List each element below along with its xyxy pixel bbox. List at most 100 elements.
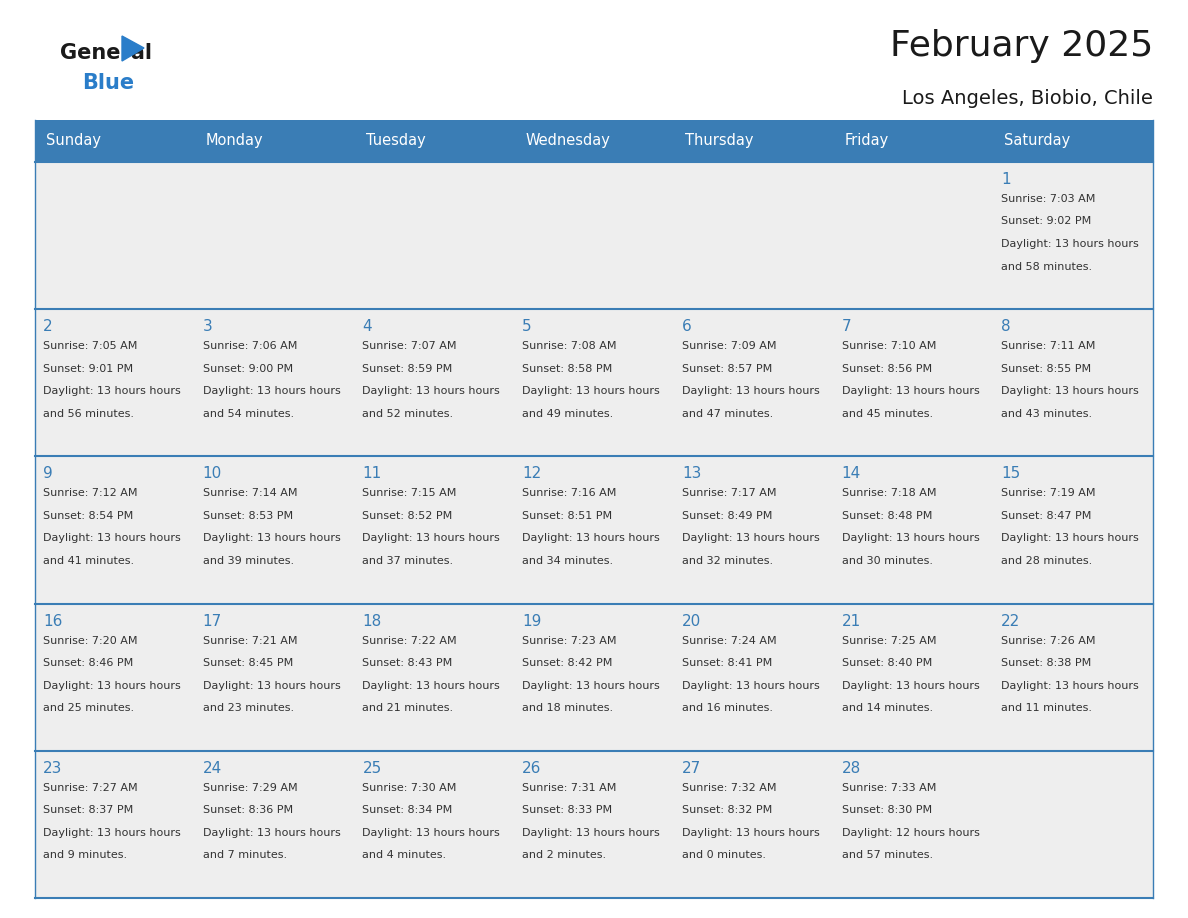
Text: Sunrise: 7:33 AM: Sunrise: 7:33 AM [841,783,936,793]
Bar [354,456,514,604]
Bar [514,604,674,751]
Text: Daylight: 13 hours hours: Daylight: 13 hours hours [682,533,820,543]
Text: Friday: Friday [845,133,889,149]
Text: Sunset: 8:55 PM: Sunset: 8:55 PM [1001,364,1092,374]
Text: Los Angeles, Biobio, Chile: Los Angeles, Biobio, Chile [902,89,1154,108]
Text: Sunrise: 7:31 AM: Sunrise: 7:31 AM [523,783,617,793]
Text: and 21 minutes.: and 21 minutes. [362,703,454,713]
Text: Daylight: 12 hours hours: Daylight: 12 hours hours [841,828,979,838]
Text: Sunset: 8:32 PM: Sunset: 8:32 PM [682,805,772,815]
Bar [195,120,354,162]
Text: and 7 minutes.: and 7 minutes. [203,850,286,860]
Bar [34,162,195,309]
Text: Sunrise: 7:03 AM: Sunrise: 7:03 AM [1001,194,1095,204]
Bar [993,604,1154,751]
Text: Sunrise: 7:14 AM: Sunrise: 7:14 AM [203,488,297,498]
Text: Sunrise: 7:24 AM: Sunrise: 7:24 AM [682,635,777,645]
Text: 5: 5 [523,319,532,334]
Text: Sunrise: 7:18 AM: Sunrise: 7:18 AM [841,488,936,498]
Text: and 30 minutes.: and 30 minutes. [841,556,933,565]
Text: Daylight: 13 hours hours: Daylight: 13 hours hours [362,533,500,543]
Text: and 2 minutes.: and 2 minutes. [523,850,606,860]
Text: and 0 minutes.: and 0 minutes. [682,850,766,860]
Text: and 58 minutes.: and 58 minutes. [1001,262,1093,272]
Text: General: General [61,43,152,63]
Text: and 34 minutes.: and 34 minutes. [523,556,613,565]
Text: Daylight: 13 hours hours: Daylight: 13 hours hours [203,386,341,397]
Bar [354,604,514,751]
Text: Sunset: 8:33 PM: Sunset: 8:33 PM [523,805,612,815]
Text: Sunrise: 7:16 AM: Sunrise: 7:16 AM [523,488,617,498]
Text: Daylight: 13 hours hours: Daylight: 13 hours hours [362,386,500,397]
Text: Sunset: 8:52 PM: Sunset: 8:52 PM [362,511,453,521]
Bar [195,604,354,751]
Text: Daylight: 13 hours hours: Daylight: 13 hours hours [523,828,659,838]
Text: and 47 minutes.: and 47 minutes. [682,409,773,419]
Bar [834,751,993,898]
Polygon shape [122,36,144,61]
Text: Daylight: 13 hours hours: Daylight: 13 hours hours [43,828,181,838]
Text: Sunrise: 7:22 AM: Sunrise: 7:22 AM [362,635,457,645]
Text: Sunrise: 7:06 AM: Sunrise: 7:06 AM [203,341,297,352]
Text: 19: 19 [523,613,542,629]
Text: Sunset: 8:37 PM: Sunset: 8:37 PM [43,805,133,815]
Text: Daylight: 13 hours hours: Daylight: 13 hours hours [43,680,181,690]
Text: Sunrise: 7:07 AM: Sunrise: 7:07 AM [362,341,457,352]
Bar [674,456,834,604]
Text: Sunset: 8:30 PM: Sunset: 8:30 PM [841,805,931,815]
Text: Daylight: 13 hours hours: Daylight: 13 hours hours [203,680,341,690]
Text: 3: 3 [203,319,213,334]
Text: Sunset: 8:49 PM: Sunset: 8:49 PM [682,511,772,521]
Text: and 28 minutes.: and 28 minutes. [1001,556,1093,565]
Text: Sunset: 8:34 PM: Sunset: 8:34 PM [362,805,453,815]
Bar [514,751,674,898]
Text: Blue: Blue [82,73,134,93]
Text: Tuesday: Tuesday [366,133,425,149]
Text: Sunset: 8:59 PM: Sunset: 8:59 PM [362,364,453,374]
Text: 2: 2 [43,319,52,334]
Text: Sunrise: 7:29 AM: Sunrise: 7:29 AM [203,783,297,793]
Text: Sunrise: 7:11 AM: Sunrise: 7:11 AM [1001,341,1095,352]
Text: Sunrise: 7:19 AM: Sunrise: 7:19 AM [1001,488,1095,498]
Text: and 9 minutes.: and 9 minutes. [43,850,127,860]
Bar [674,604,834,751]
Text: and 25 minutes.: and 25 minutes. [43,703,134,713]
Text: 23: 23 [43,761,63,776]
Text: Sunrise: 7:27 AM: Sunrise: 7:27 AM [43,783,138,793]
Text: 27: 27 [682,761,701,776]
Text: Thursday: Thursday [685,133,753,149]
Text: Daylight: 13 hours hours: Daylight: 13 hours hours [1001,680,1139,690]
Text: Sunset: 8:48 PM: Sunset: 8:48 PM [841,511,931,521]
Bar [34,456,195,604]
Bar [354,309,514,456]
Text: Sunset: 8:56 PM: Sunset: 8:56 PM [841,364,931,374]
Bar [195,309,354,456]
Text: Sunset: 8:43 PM: Sunset: 8:43 PM [362,658,453,668]
Bar [834,604,993,751]
Text: Sunrise: 7:09 AM: Sunrise: 7:09 AM [682,341,776,352]
Bar [834,309,993,456]
Text: Sunrise: 7:26 AM: Sunrise: 7:26 AM [1001,635,1095,645]
Text: Sunset: 8:47 PM: Sunset: 8:47 PM [1001,511,1092,521]
Text: Sunset: 8:38 PM: Sunset: 8:38 PM [1001,658,1092,668]
Text: 26: 26 [523,761,542,776]
Text: Sunset: 9:01 PM: Sunset: 9:01 PM [43,364,133,374]
Text: 14: 14 [841,466,861,481]
Bar [834,120,993,162]
Text: Sunset: 8:42 PM: Sunset: 8:42 PM [523,658,613,668]
Bar [34,309,195,456]
Text: Daylight: 13 hours hours: Daylight: 13 hours hours [523,680,659,690]
Text: 4: 4 [362,319,372,334]
Text: Daylight: 13 hours hours: Daylight: 13 hours hours [1001,239,1139,249]
Text: Sunset: 8:46 PM: Sunset: 8:46 PM [43,658,133,668]
Bar [674,120,834,162]
Text: and 14 minutes.: and 14 minutes. [841,703,933,713]
Text: and 56 minutes.: and 56 minutes. [43,409,134,419]
Text: Sunrise: 7:08 AM: Sunrise: 7:08 AM [523,341,617,352]
Text: Daylight: 13 hours hours: Daylight: 13 hours hours [203,533,341,543]
Bar [514,309,674,456]
Bar [195,162,354,309]
Text: Daylight: 13 hours hours: Daylight: 13 hours hours [43,386,181,397]
Text: and 54 minutes.: and 54 minutes. [203,409,293,419]
Text: Sunset: 8:53 PM: Sunset: 8:53 PM [203,511,292,521]
